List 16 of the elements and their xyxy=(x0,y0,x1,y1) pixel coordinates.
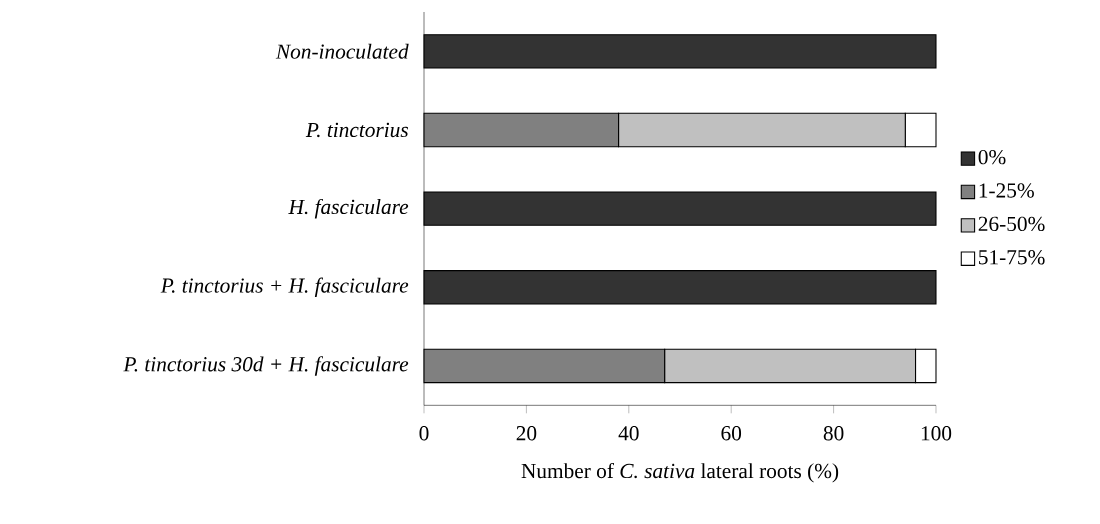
legend-label: 51-75% xyxy=(979,250,1045,265)
x-axis-title: Number of C. sativa lateral roots (%) xyxy=(521,462,839,483)
y-tick-label: P. tinctorius + H. fasciculare xyxy=(160,277,409,298)
legend-label: 0% xyxy=(978,149,1006,165)
x-tick-label: 20 xyxy=(516,426,537,441)
legend-label: 1-25% xyxy=(979,183,1034,198)
x-tick-label: 100 xyxy=(921,426,952,441)
legend-label: 26-50% xyxy=(978,216,1045,232)
x-tick-label: 60 xyxy=(721,426,742,441)
y-tick-label: H. fasciculare xyxy=(288,198,409,219)
y-tick-label: P. tinctorius xyxy=(305,122,408,138)
y-tick-label: Non-inoculated xyxy=(275,43,409,59)
x-tick-label: 40 xyxy=(618,426,639,441)
y-tick-label: P. tinctorius 30d + H. fasciculare xyxy=(123,356,409,376)
x-tick-label: 80 xyxy=(823,426,844,441)
x-tick-label: 0 xyxy=(419,426,429,441)
